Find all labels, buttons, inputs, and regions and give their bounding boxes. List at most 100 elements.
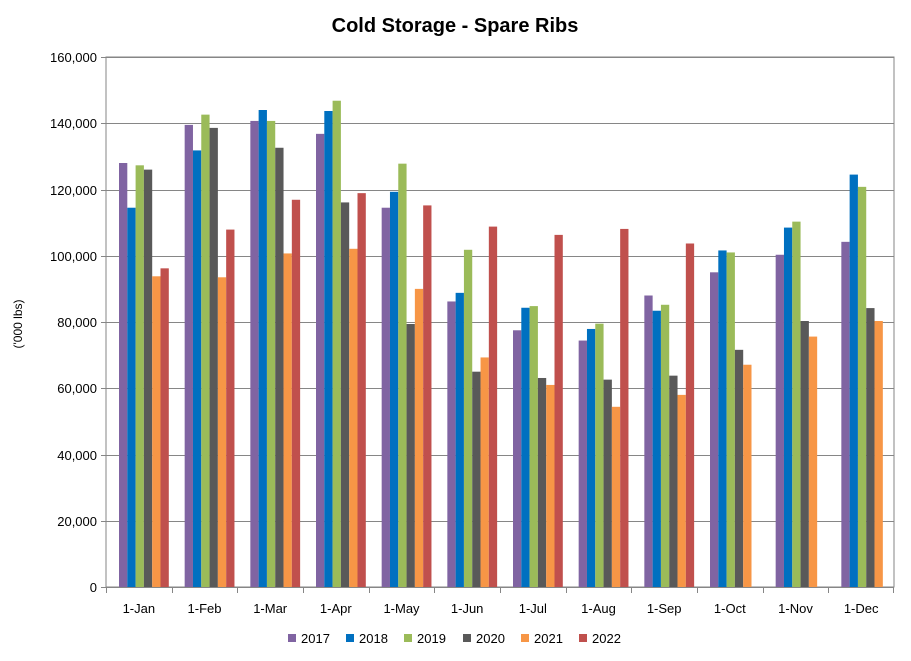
bar-2021-1-Aug [611, 406, 621, 587]
bar-2018-1-Jun [455, 292, 464, 587]
bar-2020-1-Jan [143, 169, 153, 587]
bar-2017-1-Feb [184, 124, 193, 587]
bar-2021-1-May [414, 288, 424, 587]
bar-2018-1-Dec [849, 174, 858, 587]
bar-2020-1-Sep [669, 375, 678, 587]
legend-swatch-2020 [463, 634, 471, 642]
bar-2019-1-Apr [332, 100, 341, 587]
x-tick-label: 1-Dec [844, 601, 879, 616]
bar-2017-1-Jan [119, 163, 128, 587]
bar-2017-1-Oct [710, 272, 719, 587]
bar-2019-1-Sep [660, 304, 670, 587]
bar-2022-1-Mar [291, 199, 301, 588]
bar-2018-1-Apr [324, 110, 333, 588]
bar-2020-1-May [406, 323, 415, 587]
bar-2020-1-Feb [209, 127, 218, 587]
bar-2018-1-Nov [783, 227, 793, 587]
x-tick-label: 1-Apr [320, 601, 352, 616]
bar-2017-1-Jul [513, 330, 522, 587]
legend-label-2017: 2017 [301, 631, 330, 646]
bar-2019-1-Dec [857, 186, 867, 587]
bar-2022-1-Sep [685, 243, 695, 587]
y-tick-label: 20,000 [57, 514, 97, 529]
x-tick-label: 1-Sep [647, 601, 682, 616]
bar-2020-1-Nov [800, 321, 809, 587]
axes: 0 20,000 40,000 60,000 80,000 100,000 120,000 1… [50, 50, 894, 616]
x-tick-label: 1-Jun [451, 601, 484, 616]
bar-2021-1-Jul [546, 384, 555, 587]
legend-label-2021: 2021 [534, 631, 563, 646]
bar-2022-1-Aug [620, 228, 629, 587]
x-tick-label: 1-Mar [253, 601, 288, 616]
bar-2022-1-Feb [226, 229, 235, 588]
legend-swatch-2017 [288, 634, 296, 642]
bar-2021-1-Jan [152, 276, 161, 587]
bar-2019-1-Feb [201, 114, 210, 587]
legend-swatch-2019 [404, 634, 412, 642]
y-tick-label: 60,000 [57, 381, 97, 396]
bar-2018-1-May [389, 191, 399, 587]
bar-2021-1-Oct [743, 364, 752, 587]
y-tick-label: 160,000 [50, 50, 97, 65]
bar-2018-1-Mar [258, 110, 267, 587]
bar-2019-1-Jan [135, 165, 144, 587]
bar-2020-1-Apr [340, 202, 350, 587]
legend-label-2020: 2020 [476, 631, 505, 646]
bar-2018-1-Sep [652, 310, 661, 587]
bars [119, 100, 883, 588]
bar-2017-1-Sep [644, 295, 653, 587]
bar-2020-1-Aug [603, 379, 612, 587]
bar-2019-1-May [398, 163, 407, 587]
legend: 2017 2018 2019 2020 2021 2022 [288, 631, 621, 646]
bar-2022-1-Jun [488, 226, 498, 587]
bar-2017-1-Nov [775, 254, 784, 587]
bar-2021-1-Jun [480, 357, 489, 587]
bar-2021-1-Dec [874, 321, 883, 587]
bar-2021-1-Nov [808, 336, 818, 587]
x-tick-label: 1-May [383, 601, 420, 616]
x-tick-label: 1-Jul [519, 601, 547, 616]
x-tick-label: 1-Nov [778, 601, 813, 616]
bar-2019-1-Jul [529, 306, 538, 587]
bar-2019-1-Mar [266, 120, 276, 588]
bar-2017-1-Aug [578, 340, 587, 587]
legend-swatch-2018 [346, 634, 354, 642]
bar-2020-1-Dec [866, 308, 875, 587]
x-tick-label: 1-Oct [714, 601, 746, 616]
bar-2018-1-Aug [586, 328, 596, 587]
bar-2019-1-Oct [726, 252, 735, 587]
legend-swatch-2021 [521, 634, 529, 642]
y-axis-label: ('000 lbs) [11, 300, 25, 349]
legend-swatch-2022 [579, 634, 587, 642]
bar-2021-1-Sep [677, 394, 686, 587]
legend-label-2018: 2018 [359, 631, 388, 646]
y-tick-label: 80,000 [57, 315, 97, 330]
bar-2022-1-Apr [357, 193, 366, 588]
bar-2017-1-Apr [316, 133, 325, 587]
y-tick-label: 0 [90, 580, 97, 595]
bar-2018-1-Jul [521, 307, 530, 587]
bar-2021-1-Feb [217, 277, 227, 587]
chart-title: Cold Storage - Spare Ribs [332, 15, 579, 37]
bar-2017-1-Jun [447, 301, 456, 587]
legend-label-2019: 2019 [417, 631, 446, 646]
bar-2019-1-Aug [595, 323, 604, 587]
x-tick-label: 1-Feb [188, 601, 222, 616]
bar-2020-1-Oct [734, 349, 744, 587]
x-tick-label: 1-Aug [581, 601, 616, 616]
bar-2020-1-Mar [275, 147, 284, 587]
bar-2017-1-May [381, 207, 390, 587]
x-tick-label: 1-Jan [123, 601, 156, 616]
bar-2019-1-Nov [792, 221, 801, 587]
bar-2022-1-Jul [554, 234, 563, 587]
bar-2020-1-Jun [472, 371, 481, 587]
y-tick-label: 100,000 [50, 249, 97, 264]
bar-2021-1-Apr [349, 248, 358, 587]
bar-2022-1-Jan [160, 268, 169, 587]
bar-2018-1-Jan [127, 207, 136, 587]
bar-2017-1-Dec [841, 241, 850, 587]
bar-2017-1-Mar [250, 120, 259, 588]
bar-2018-1-Oct [718, 250, 727, 587]
